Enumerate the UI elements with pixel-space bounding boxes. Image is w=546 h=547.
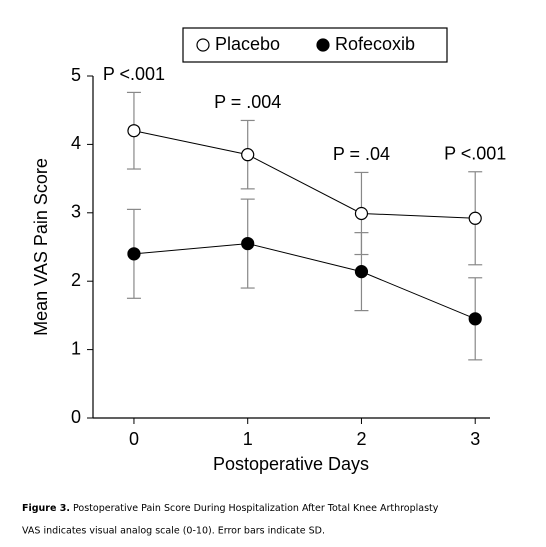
x-tick-label: 0	[129, 429, 139, 449]
point	[468, 211, 482, 225]
caption: Figure 3. Postoperative Pain Score Durin…	[22, 503, 439, 514]
point	[127, 247, 141, 261]
legend-marker	[316, 38, 330, 52]
caption-label: Figure 3.	[22, 503, 70, 514]
point	[241, 148, 255, 162]
point	[354, 206, 369, 221]
y-tick-label: 3	[71, 202, 81, 222]
legend-box	[182, 27, 448, 63]
y-tick-label: 0	[71, 407, 81, 427]
point	[468, 312, 482, 326]
annotation: P <.001	[103, 64, 165, 84]
y-tick-label: 4	[71, 133, 81, 153]
y-axis-label: Mean VAS Pain Score	[31, 158, 51, 336]
x-axis-label: Postoperative Days	[213, 454, 369, 474]
y-tick-label: 1	[71, 338, 81, 358]
annotation: P = .004	[214, 92, 281, 112]
x-tick-label: 2	[356, 429, 366, 449]
legend-label: Placebo	[215, 34, 280, 54]
x-tick-label: 1	[243, 429, 253, 449]
annotation: P = .04	[333, 144, 390, 164]
y-tick-label: 5	[71, 65, 81, 85]
y-tick-label: 2	[71, 270, 81, 290]
point	[354, 265, 369, 279]
series-line	[133, 130, 476, 219]
annotation: P <.001	[444, 144, 506, 164]
point	[127, 124, 141, 138]
x-tick-label: 3	[470, 429, 480, 449]
point	[241, 236, 255, 251]
legend-marker	[196, 38, 210, 52]
note: VAS indicates visual analog scale (0-10)…	[22, 526, 325, 537]
caption-text: Postoperative Pain Score During Hospital…	[73, 503, 439, 514]
series-line	[133, 243, 476, 320]
legend-label: Rofecoxib	[335, 34, 415, 54]
